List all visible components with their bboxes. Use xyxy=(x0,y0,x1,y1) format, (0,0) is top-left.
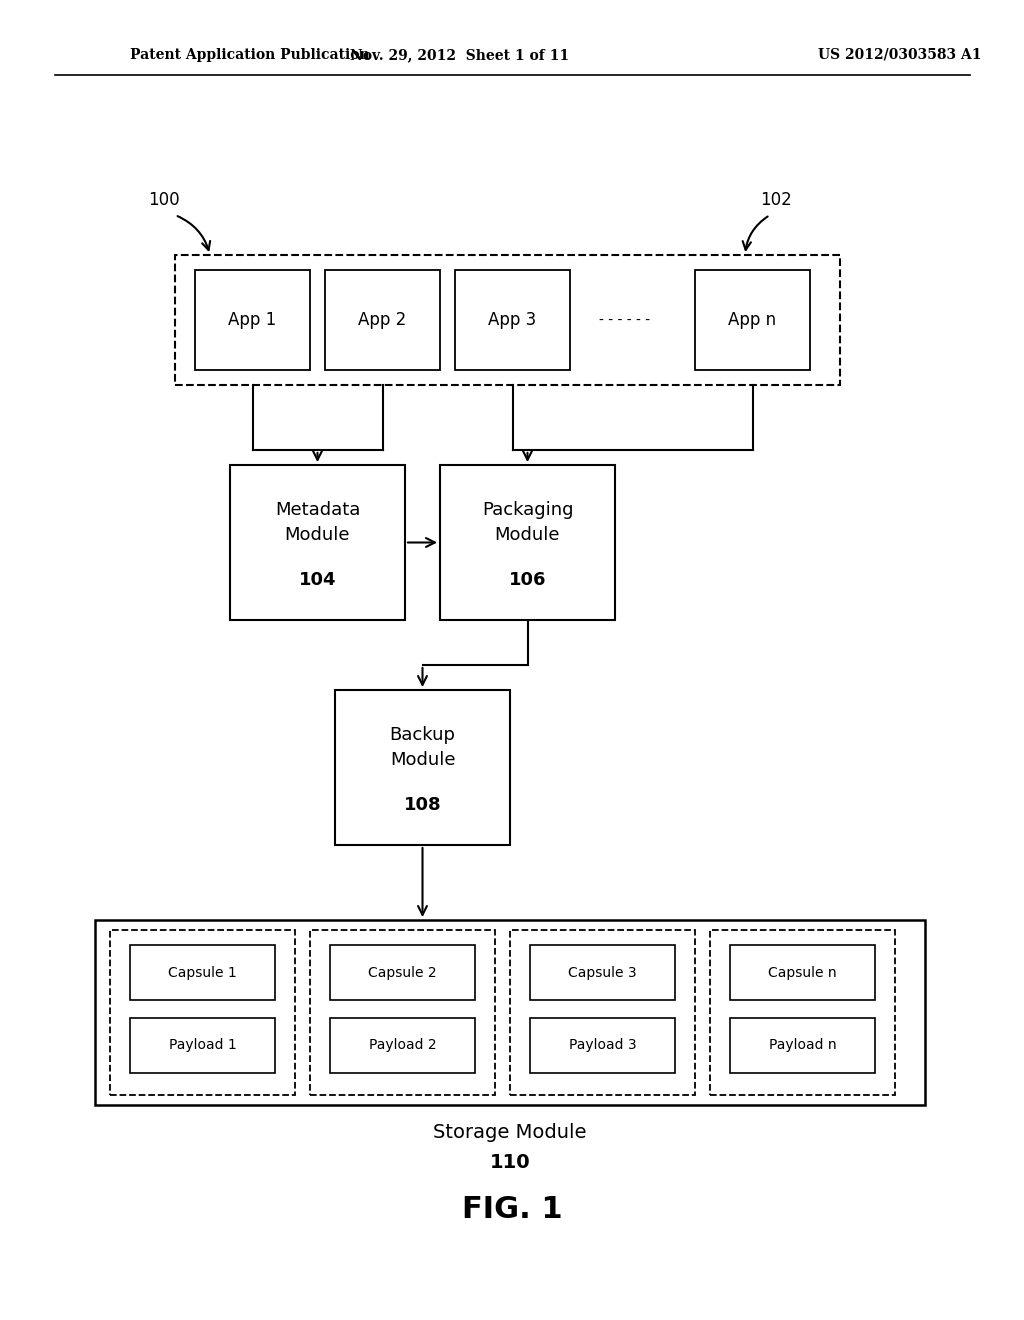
Text: 100: 100 xyxy=(148,191,179,209)
Bar xyxy=(335,690,510,845)
Bar xyxy=(330,1018,475,1073)
Bar xyxy=(230,465,406,620)
Text: 108: 108 xyxy=(403,796,441,814)
Text: Module: Module xyxy=(495,525,560,544)
Bar xyxy=(730,945,874,1001)
Text: Capsule n: Capsule n xyxy=(768,965,837,979)
Bar xyxy=(130,1018,275,1073)
Text: Capsule 1: Capsule 1 xyxy=(168,965,237,979)
Bar xyxy=(510,931,695,1096)
Text: App 2: App 2 xyxy=(358,312,407,329)
Text: Backup: Backup xyxy=(389,726,456,744)
Text: 106: 106 xyxy=(509,572,546,589)
Text: Payload n: Payload n xyxy=(769,1039,837,1052)
Text: Storage Module: Storage Module xyxy=(433,1123,587,1143)
Text: Payload 1: Payload 1 xyxy=(169,1039,237,1052)
Text: Packaging: Packaging xyxy=(481,502,573,519)
Bar xyxy=(710,931,895,1096)
Text: Metadata: Metadata xyxy=(274,502,360,519)
Bar xyxy=(440,465,615,620)
Bar xyxy=(695,271,810,370)
Text: 102: 102 xyxy=(760,191,792,209)
Bar xyxy=(310,931,495,1096)
Bar xyxy=(330,945,475,1001)
Bar xyxy=(110,931,295,1096)
Bar xyxy=(195,271,310,370)
Text: Payload 3: Payload 3 xyxy=(568,1039,636,1052)
Text: App 3: App 3 xyxy=(488,312,537,329)
Text: App n: App n xyxy=(728,312,776,329)
Bar xyxy=(530,945,675,1001)
Bar xyxy=(325,271,440,370)
Text: Nov. 29, 2012  Sheet 1 of 11: Nov. 29, 2012 Sheet 1 of 11 xyxy=(350,48,569,62)
Bar xyxy=(175,255,840,385)
Text: Payload 2: Payload 2 xyxy=(369,1039,436,1052)
Bar xyxy=(455,271,570,370)
Text: Module: Module xyxy=(285,525,350,544)
Text: 104: 104 xyxy=(299,572,336,589)
Text: Capsule 2: Capsule 2 xyxy=(369,965,437,979)
Text: Capsule 3: Capsule 3 xyxy=(568,965,637,979)
Text: Patent Application Publication: Patent Application Publication xyxy=(130,48,370,62)
Text: App 1: App 1 xyxy=(228,312,276,329)
Bar xyxy=(730,1018,874,1073)
Text: US 2012/0303583 A1: US 2012/0303583 A1 xyxy=(818,48,982,62)
Text: Module: Module xyxy=(390,751,456,770)
Text: - - - - - -: - - - - - - xyxy=(599,313,650,327)
Bar xyxy=(530,1018,675,1073)
Bar xyxy=(130,945,275,1001)
Text: 110: 110 xyxy=(489,1154,530,1172)
Bar xyxy=(95,920,925,1105)
Text: FIG. 1: FIG. 1 xyxy=(462,1196,562,1225)
